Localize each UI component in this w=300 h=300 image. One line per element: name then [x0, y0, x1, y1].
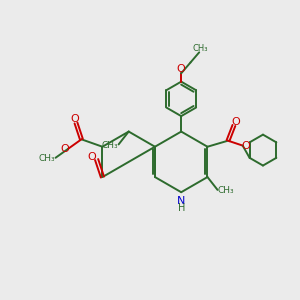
Text: O: O	[231, 117, 240, 127]
Text: O: O	[87, 152, 96, 162]
Text: O: O	[60, 144, 69, 154]
Text: O: O	[242, 141, 250, 151]
Text: O: O	[70, 114, 79, 124]
Text: CH₃: CH₃	[102, 140, 119, 149]
Text: H: H	[178, 203, 185, 213]
Text: CH₃: CH₃	[193, 44, 208, 53]
Text: N: N	[177, 196, 185, 206]
Text: CH₃: CH₃	[218, 186, 234, 195]
Text: O: O	[177, 64, 186, 74]
Text: CH₃: CH₃	[39, 154, 56, 163]
